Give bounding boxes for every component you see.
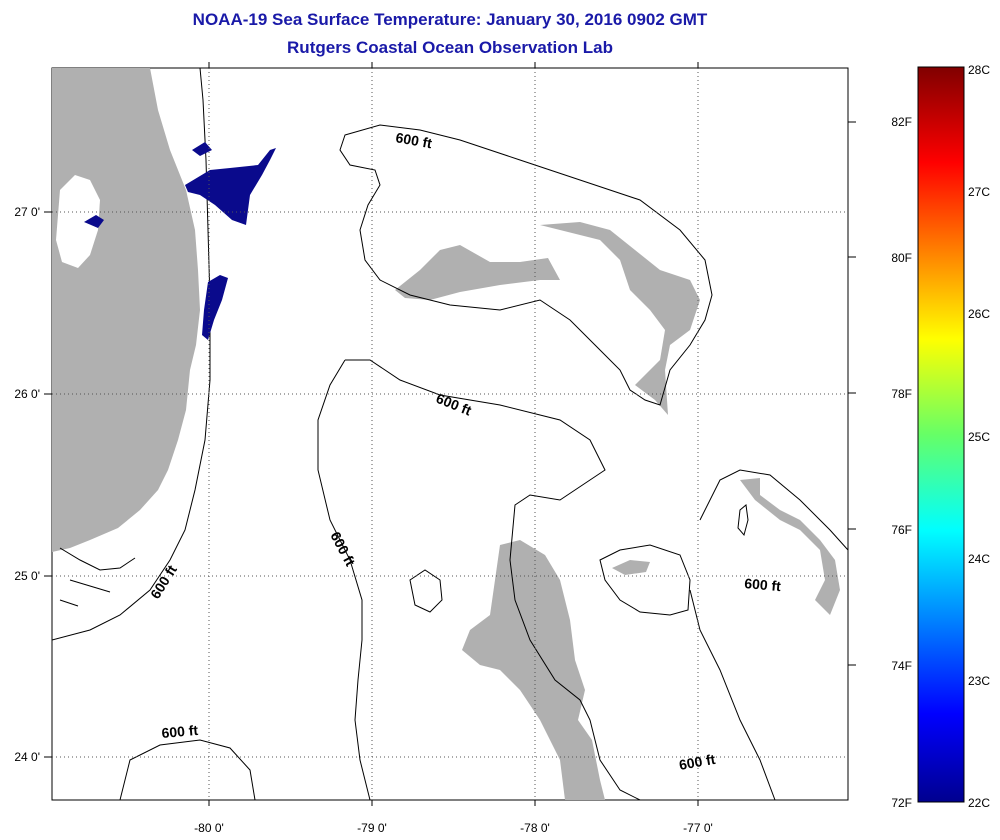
map-title: NOAA-19 Sea Surface Temperature: January… (192, 10, 708, 29)
colorbar-fahrenheit-label: 76F (891, 523, 912, 537)
colorbar-celsius-label: 28C (968, 63, 990, 77)
colorbar-celsius-label: 25C (968, 430, 990, 444)
colorbar-celsius-label: 22C (968, 796, 990, 810)
lon-label: -78 0' (520, 821, 550, 835)
lake-okeechobee (56, 175, 100, 268)
lat-label: 27 0' (14, 205, 40, 219)
colorbar-fahrenheit-label: 78F (891, 387, 912, 401)
colorbar-celsius-label: 23C (968, 674, 990, 688)
lat-label: 26 0' (14, 387, 40, 401)
colorbar-celsius-label: 27C (968, 185, 990, 199)
frame-ticks (44, 62, 856, 806)
colorbar-fahrenheit-label: 72F (891, 796, 912, 810)
contour-label: 600 ft (394, 129, 433, 151)
new-providence-land (612, 560, 650, 575)
colorbar-fahrenheit-label: 82F (891, 115, 912, 129)
contour-label: 600 ft (744, 575, 782, 594)
lat-label: 24 0' (14, 750, 40, 764)
colorbar-fahrenheit-label: 74F (891, 659, 912, 673)
grand-bahama-land (395, 245, 560, 300)
map-subtitle: Rutgers Coastal Ocean Observation Lab (287, 38, 613, 57)
colorbar (917, 66, 965, 803)
depth-contours (52, 68, 848, 800)
eleuthera-land (740, 478, 840, 615)
graticule (52, 68, 848, 800)
abaco-land (540, 222, 700, 415)
lon-label: -79 0' (357, 821, 387, 835)
colorbar-celsius-label: 24C (968, 552, 990, 566)
andros-land (462, 540, 605, 800)
contour-label: 600 ft (161, 722, 199, 741)
lon-label: -77 0' (683, 821, 713, 835)
sst-pixels (84, 142, 276, 340)
lon-label: -80 0' (194, 821, 224, 835)
colorbar-celsius-label: 26C (968, 307, 990, 321)
lat-label: 25 0' (14, 569, 40, 583)
florida-keys (59, 547, 136, 607)
contour-label: 600 ft (678, 751, 717, 773)
colorbar-fahrenheit-label: 80F (891, 251, 912, 265)
